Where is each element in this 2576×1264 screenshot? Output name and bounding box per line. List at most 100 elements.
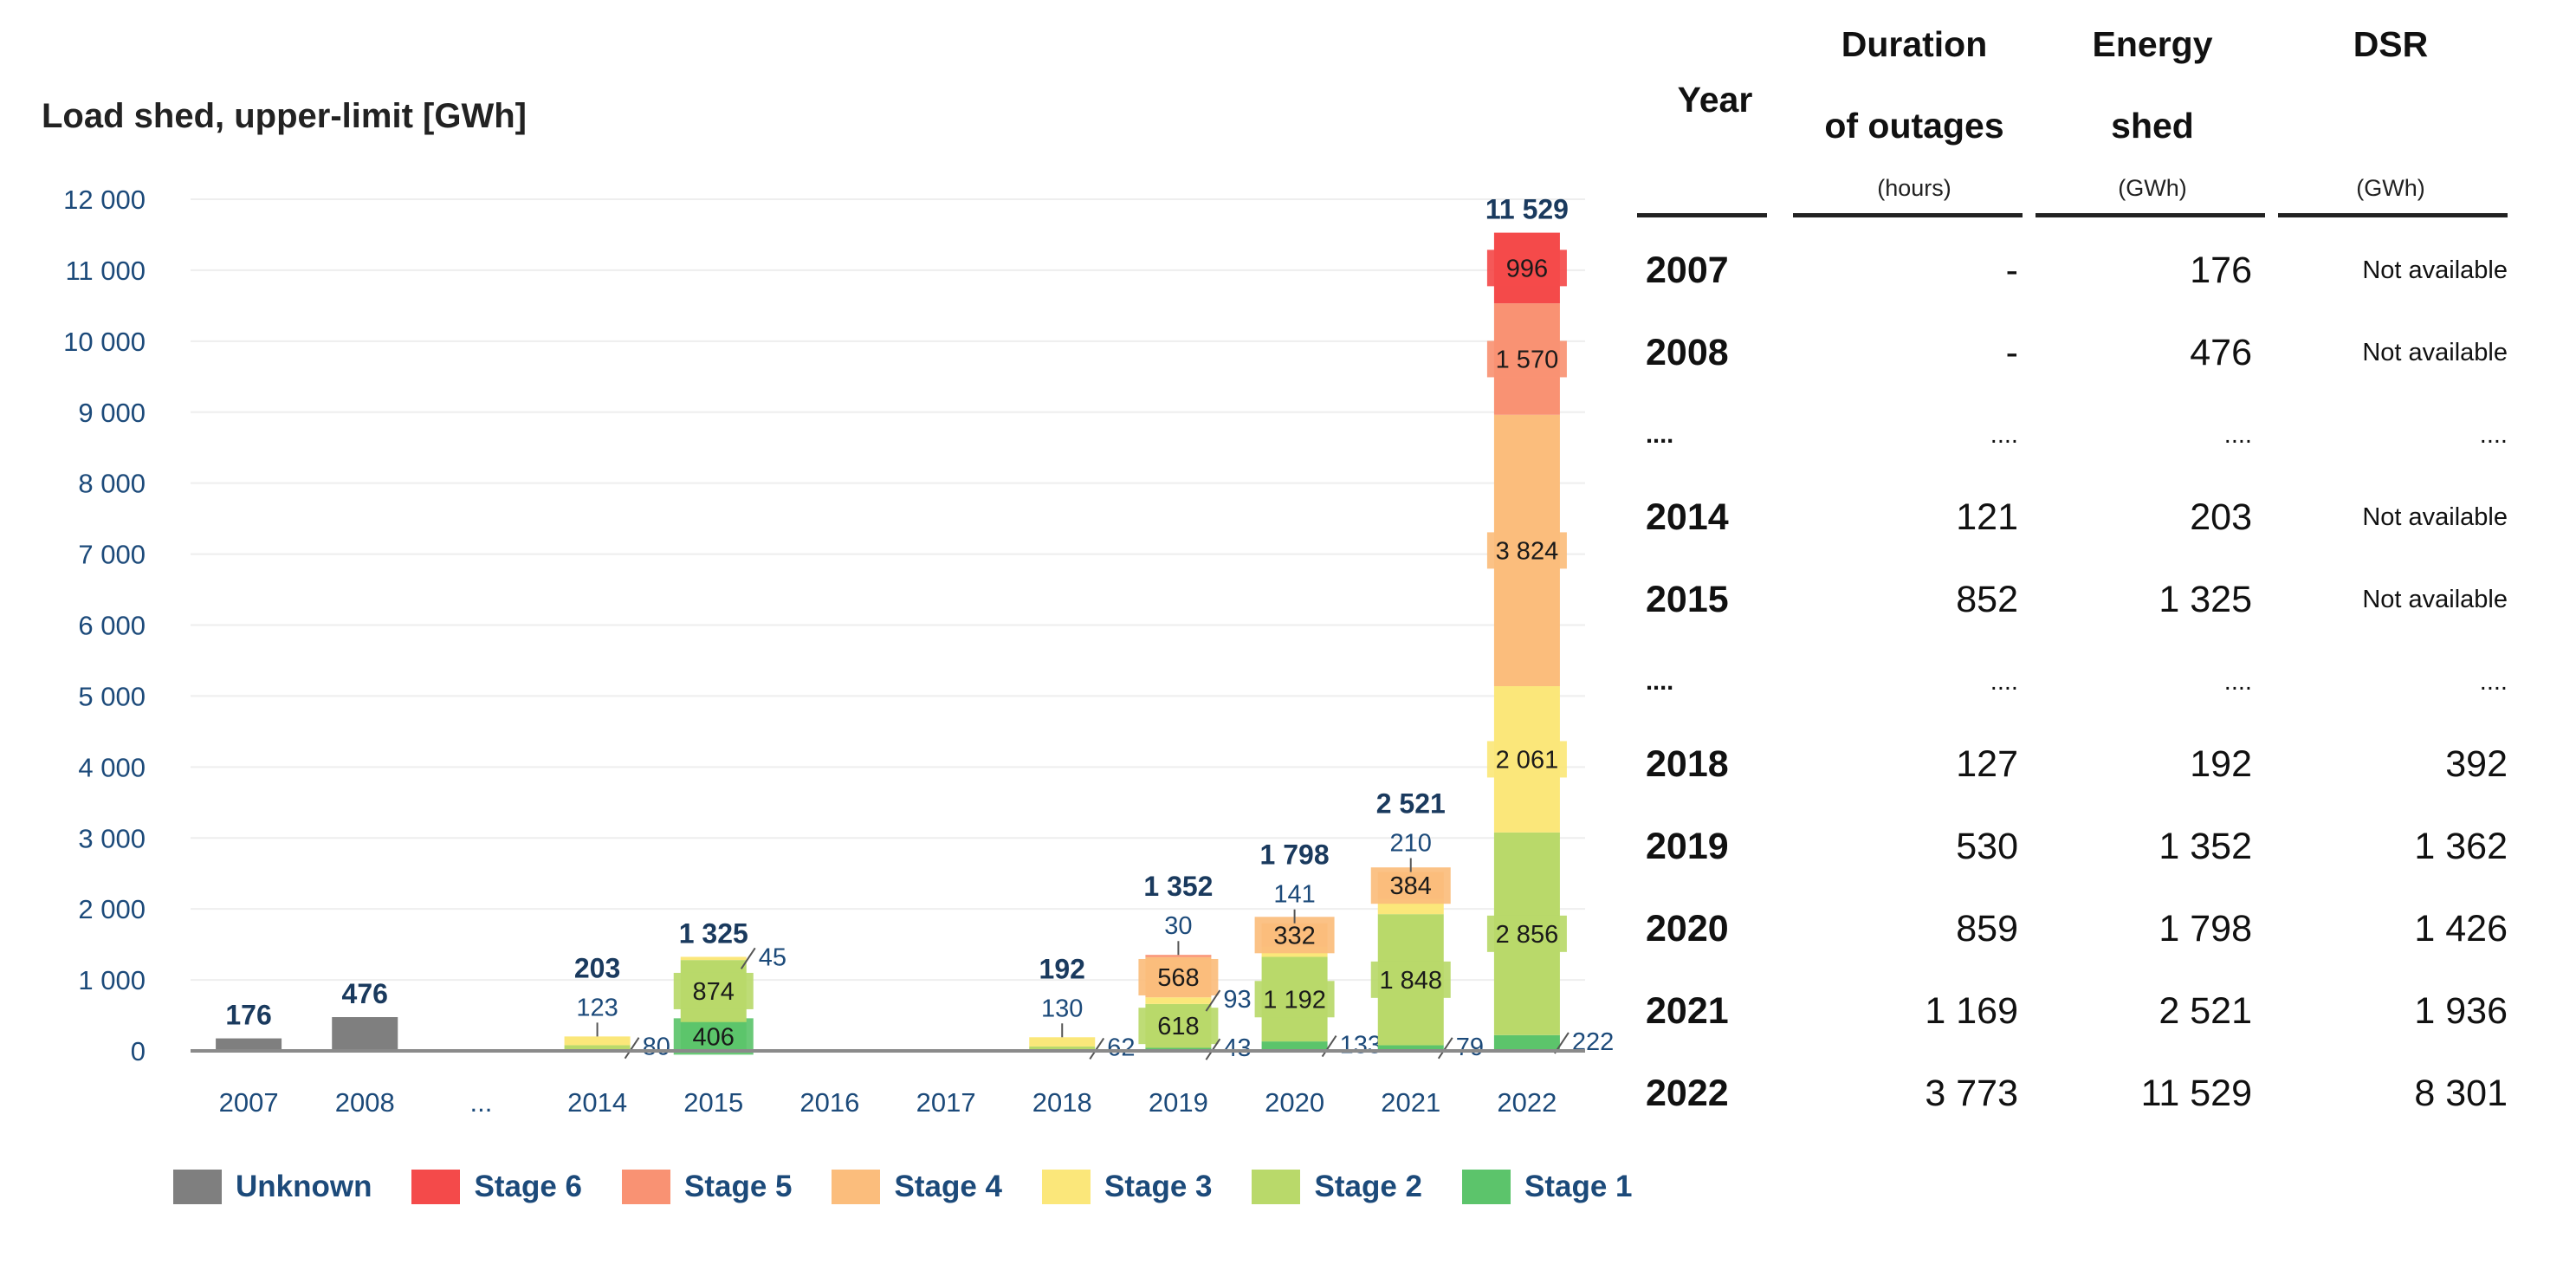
- bar-total-label: 1 352: [1143, 871, 1213, 902]
- table-cell-duration: 1 169: [1925, 990, 2018, 1032]
- table-cell-dsr: Not available: [2362, 503, 2508, 531]
- x-tick-label: 2022: [1497, 1087, 1557, 1118]
- leader-line: [1089, 1037, 1105, 1060]
- data-label: 62: [1107, 1034, 1135, 1061]
- data-label-bg: [1486, 532, 1567, 569]
- bar-segment: [1493, 1034, 1560, 1051]
- x-tick-label: 2015: [683, 1087, 743, 1118]
- leader-line: [624, 1037, 640, 1060]
- legend-item: Stage 5: [621, 1170, 793, 1204]
- header-rule-energy: [2036, 213, 2265, 217]
- chart-legend: Unknown Stage 6 Stage 5 Stage 4 Stage 3 Stage…: [173, 1170, 1672, 1204]
- data-label: 2 856: [1496, 921, 1559, 949]
- table-cell-energy: 176: [2190, 250, 2252, 291]
- table-cell-year: 2008: [1646, 332, 1729, 373]
- table-cell-dsr: 1 362: [2414, 826, 2508, 867]
- y-tick-label: 4 000: [78, 752, 146, 782]
- x-tick-label: 2018: [1032, 1087, 1092, 1118]
- table-cell-duration: 530: [1956, 826, 2018, 867]
- y-tick-label: 5 000: [78, 681, 146, 711]
- table-cell-year: 2018: [1646, 743, 1729, 785]
- legend-swatch: [173, 1170, 222, 1204]
- bar-segment: [564, 1045, 631, 1051]
- bar-total-label: 203: [574, 952, 620, 983]
- data-label-bg: [673, 972, 754, 1009]
- legend-label: Stage 6: [474, 1170, 582, 1203]
- legend-item: Stage 6: [411, 1170, 582, 1204]
- table-cell-year: ....: [1646, 421, 1674, 449]
- header-year: Year: [1677, 80, 1753, 120]
- table-cell-duration: 127: [1956, 743, 2018, 785]
- legend-item: Stage 1: [1461, 1170, 1632, 1204]
- table-cell-energy: 1 325: [2159, 579, 2252, 620]
- header-energy-line2: shed: [2111, 106, 2194, 146]
- bar-total-label: 192: [1039, 953, 1085, 984]
- bar-segment: [1145, 997, 1212, 1004]
- header-rule-dsr: [2278, 213, 2508, 217]
- leader-line: [1205, 989, 1221, 1012]
- table-cell-duration: -: [2005, 250, 2018, 291]
- data-label: 996: [1506, 255, 1548, 282]
- data-label-bg: [1486, 915, 1567, 952]
- table-cell-year: 2022: [1646, 1073, 1729, 1114]
- header-duration-line1: Duration: [1841, 24, 1988, 64]
- legend-swatch: [621, 1170, 670, 1204]
- table-cell-year: 2015: [1646, 579, 1729, 620]
- y-tick-label: 12 000: [63, 185, 146, 215]
- data-label-bg: [1486, 741, 1567, 778]
- y-tick-label: 2 000: [78, 894, 146, 924]
- header-rule-year: [1637, 213, 1767, 217]
- y-tick-label: 9 000: [78, 398, 146, 428]
- data-label: 130: [1041, 995, 1083, 1022]
- data-label: 79: [1456, 1034, 1484, 1061]
- load-shed-chart: 0 1 000 2 000 3 000 4 000 5 000 6 000 7 000 8 00…: [63, 185, 1614, 1118]
- table-cell-energy: 1 352: [2159, 826, 2252, 867]
- legend-swatch: [1041, 1170, 1091, 1204]
- data-label-bg: [1254, 981, 1335, 1018]
- header-energy-line1: Energy: [2092, 24, 2213, 64]
- table-cell-dsr: 392: [2445, 743, 2508, 785]
- y-tick-label: 0: [131, 1036, 146, 1066]
- data-label-bg: [1486, 250, 1567, 287]
- header-duration-unit: (hours): [1877, 175, 1951, 201]
- table-cell-duration: 859: [1956, 908, 2018, 950]
- leader-line: [740, 947, 756, 969]
- y-tick-label: 3 000: [78, 823, 146, 853]
- data-label: 384: [1390, 872, 1432, 900]
- x-tick-label: ...: [469, 1087, 492, 1118]
- leader-line: [1321, 1034, 1337, 1058]
- bar-segment: [680, 956, 747, 961]
- legend-swatch: [1461, 1170, 1511, 1204]
- data-label: 618: [1157, 1013, 1199, 1040]
- legend-item: Stage 2: [1252, 1170, 1422, 1204]
- x-tick-label: 2007: [219, 1087, 279, 1118]
- table-cell-dsr: 1 426: [2414, 908, 2508, 950]
- header-dsr-unit: (GWh): [2356, 175, 2425, 201]
- bar-total-label: 1 325: [679, 917, 748, 949]
- table-cell-duration: ....: [1990, 421, 2018, 449]
- data-label: 332: [1273, 922, 1315, 950]
- data-label-bg: [1486, 340, 1567, 378]
- table-cell-dsr: ....: [2479, 421, 2508, 449]
- table-cell-dsr: Not available: [2362, 339, 2508, 366]
- bar-stacks: 176 476 80 123 203 406 874 45 1 325 62 130 192 618 56…: [216, 194, 1614, 1062]
- y-tick-label: 11 000: [65, 256, 146, 286]
- legend-label: Stage 2: [1314, 1170, 1422, 1203]
- table-cell-dsr: ....: [2479, 668, 2508, 696]
- leader-line: [1437, 1037, 1453, 1060]
- bar-segment: [216, 1038, 282, 1051]
- y-tick-label: 7 000: [78, 540, 146, 570]
- data-label: 80: [643, 1034, 670, 1061]
- bar-segment: [564, 1036, 631, 1046]
- legend-label: Stage 5: [683, 1170, 793, 1203]
- bar-segment: [1029, 1037, 1096, 1047]
- x-tick-label: 2014: [567, 1087, 627, 1118]
- bar-segment: [1377, 1045, 1444, 1051]
- legend-item: Unknown: [173, 1170, 372, 1204]
- x-tick-label: 2021: [1381, 1087, 1440, 1118]
- bar-total-label: 476: [342, 978, 388, 1009]
- header-duration-line2: of outages: [1824, 106, 2004, 146]
- legend-swatch: [1252, 1170, 1301, 1204]
- table-cell-duration: -: [2005, 332, 2018, 373]
- table-cell-duration: 3 773: [1925, 1073, 2018, 1114]
